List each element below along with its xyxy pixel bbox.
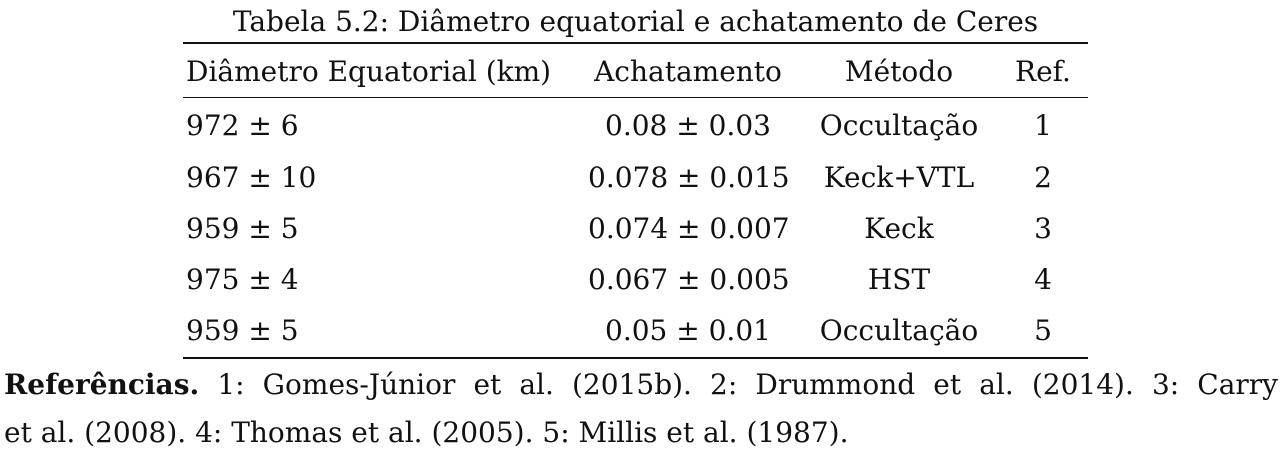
row-3-diameter: 959 ± 5: [186, 212, 299, 245]
references-label: Referências.: [4, 368, 200, 401]
header-ref: Ref.: [1015, 55, 1071, 88]
row-1-ref: 1: [1034, 109, 1052, 142]
references-note: Referências. 1: Gomes-Júnior et al. (201…: [4, 361, 1278, 457]
row-2-flattening: 0.078 ± 0.015: [588, 161, 790, 194]
row-5-ref: 5: [1034, 314, 1052, 347]
row-3-flattening: 0.074 ± 0.007: [588, 212, 790, 245]
row-4-diameter: 975 ± 4: [186, 263, 299, 296]
row-5-method: Occultação: [819, 314, 979, 347]
header-flattening: Achatamento: [594, 55, 782, 88]
row-5-flattening: 0.05 ± 0.01: [605, 314, 771, 347]
row-1-diameter: 972 ± 6: [186, 109, 299, 142]
table-caption: Tabela 5.2: Diâmetro equatorial e achata…: [232, 5, 1039, 38]
row-4-method: HST: [867, 263, 931, 296]
row-3-ref: 3: [1034, 212, 1052, 245]
row-4-ref: 4: [1034, 263, 1052, 296]
bottom-rule: [183, 357, 1088, 359]
row-1-flattening: 0.08 ± 0.03: [605, 109, 771, 142]
header-diameter: Diâmetro Equatorial (km): [186, 55, 552, 88]
row-2-method: Keck+VTL: [823, 161, 975, 194]
row-4-flattening: 0.067 ± 0.005: [588, 263, 790, 296]
references-text-1: 1: Gomes-Júnior et al. (2015b). 2: Drumm…: [217, 368, 1278, 401]
row-5-diameter: 959 ± 5: [186, 314, 299, 347]
top-rule: [183, 42, 1088, 44]
header-rule: [183, 97, 1088, 98]
row-2-diameter: 967 ± 10: [186, 161, 317, 194]
row-1-method: Occultação: [819, 109, 979, 142]
references-line-1: Referências. 1: Gomes-Júnior et al. (201…: [4, 361, 1278, 409]
header-method: Método: [844, 55, 954, 88]
references-line-2: et al. (2008). 4: Thomas et al. (2005). …: [4, 416, 849, 449]
row-3-method: Keck: [864, 212, 934, 245]
row-2-ref: 2: [1034, 161, 1052, 194]
